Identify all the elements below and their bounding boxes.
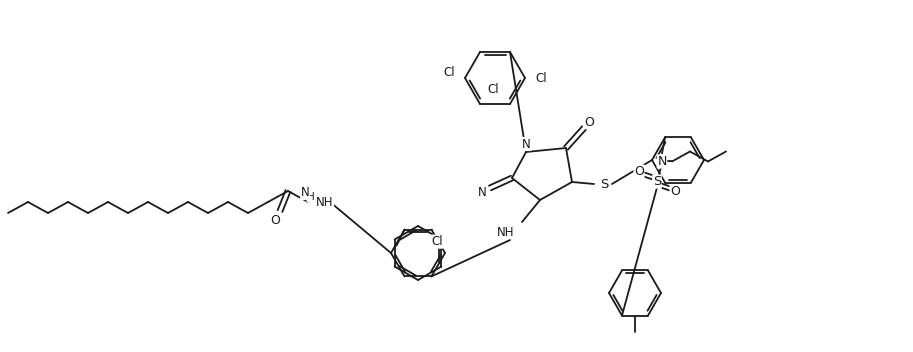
Text: S: S: [600, 177, 608, 190]
Text: N: N: [477, 186, 487, 199]
Text: S: S: [653, 175, 661, 188]
Text: N: N: [521, 138, 530, 151]
Text: Cl: Cl: [432, 235, 444, 248]
Text: O: O: [634, 165, 644, 178]
Text: O: O: [584, 115, 594, 128]
Text: N: N: [300, 187, 310, 200]
Text: Cl: Cl: [488, 83, 498, 96]
Text: O: O: [270, 214, 280, 227]
Text: N: N: [657, 155, 666, 168]
Text: NH: NH: [316, 195, 333, 208]
Text: H: H: [307, 192, 315, 202]
Text: Cl: Cl: [535, 71, 547, 84]
Text: NH: NH: [497, 226, 514, 239]
Text: Cl: Cl: [444, 65, 455, 78]
Text: O: O: [670, 185, 680, 198]
